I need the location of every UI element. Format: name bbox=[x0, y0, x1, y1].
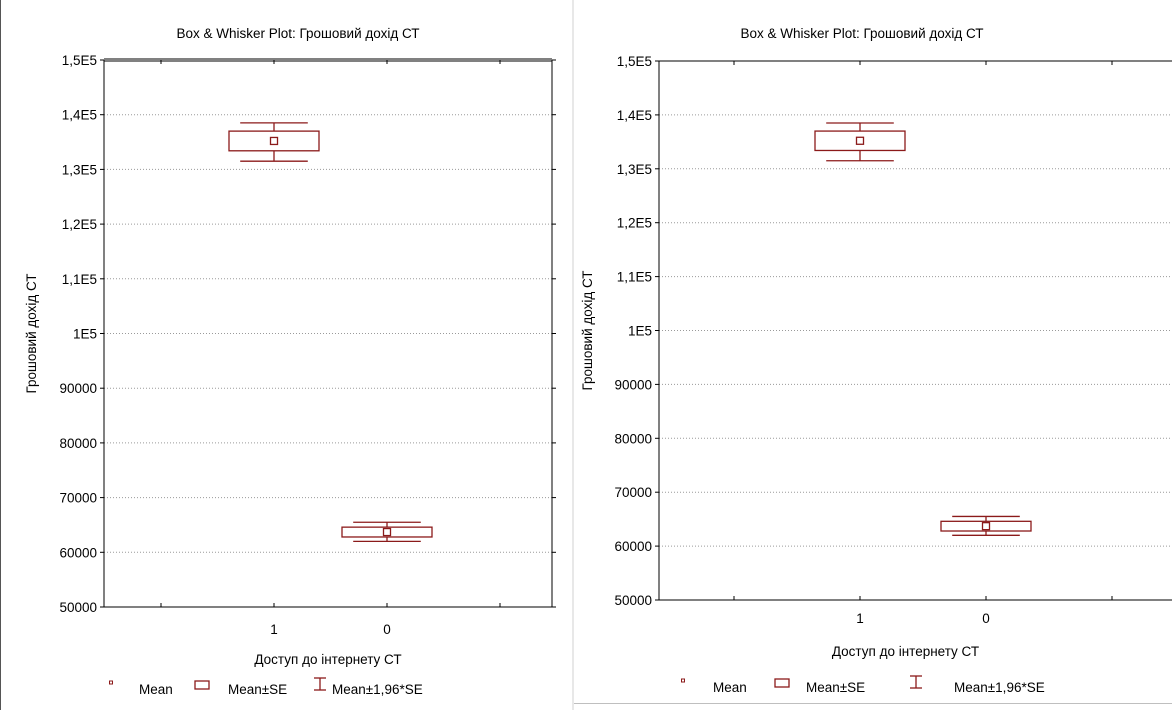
box-plot-left: Box & Whisker Plot: Грошовий дохід СТ 500… bbox=[24, 26, 556, 697]
legend: Mean Mean±SE Mean±1,96*SE bbox=[681, 675, 1045, 695]
mean-marker bbox=[269, 136, 279, 146]
y-tick-label: 1,3E5 bbox=[617, 162, 652, 177]
box-0 bbox=[940, 515, 1032, 536]
y-tick-label: 1,1E5 bbox=[62, 272, 97, 287]
legend-se-icon bbox=[774, 678, 790, 688]
x-tick-label: 1 bbox=[856, 611, 864, 626]
chart-title: Box & Whisker Plot: Грошовий дохід СТ bbox=[740, 26, 983, 41]
legend-ci-label: Mean±1,96*SE bbox=[954, 680, 1045, 695]
y-tick-label: 1,2E5 bbox=[617, 216, 652, 231]
y-axis-label: Грошовий дохід СТ bbox=[24, 273, 39, 393]
y-tick-label: 60000 bbox=[614, 539, 652, 554]
mean-marker bbox=[981, 522, 991, 531]
legend-mean-label: Mean bbox=[139, 682, 173, 697]
legend-mean-label: Mean bbox=[713, 680, 747, 695]
y-tick-label: 50000 bbox=[614, 593, 652, 608]
y-tick-label: 80000 bbox=[614, 431, 652, 446]
box-1 bbox=[228, 122, 320, 162]
y-tick-label: 90000 bbox=[614, 377, 652, 392]
box-plot-right: Box & Whisker Plot: Грошовий дохід СТ 500… bbox=[580, 26, 1172, 695]
se-box bbox=[228, 130, 320, 152]
se-box bbox=[940, 520, 1032, 532]
legend-se-label: Mean±SE bbox=[806, 680, 865, 695]
legend-se-icon bbox=[194, 680, 210, 690]
x-tick-label: 0 bbox=[383, 622, 391, 637]
chart-title: Box & Whisker Plot: Грошовий дохід СТ bbox=[176, 26, 419, 41]
y-tick-label: 1E5 bbox=[628, 324, 652, 339]
y-tick-label: 70000 bbox=[614, 485, 652, 500]
x-tick-label: 0 bbox=[982, 611, 990, 626]
y-tick-label: 80000 bbox=[59, 436, 97, 451]
y-tick-label: 1,4E5 bbox=[617, 108, 652, 123]
y-tick-label: 50000 bbox=[59, 600, 97, 615]
y-tick-label: 1,5E5 bbox=[617, 54, 652, 69]
y-axis-label: Грошовий дохід СТ bbox=[580, 270, 595, 390]
legend-mean-icon bbox=[109, 680, 113, 685]
legend-mean-icon bbox=[681, 678, 685, 683]
se-box bbox=[814, 130, 906, 152]
y-tick-label: 1,4E5 bbox=[62, 108, 97, 123]
mean-marker bbox=[855, 136, 865, 145]
y-tick-label: 90000 bbox=[59, 381, 97, 396]
x-tick-label: 1 bbox=[270, 622, 278, 637]
y-tick-label: 1,1E5 bbox=[617, 270, 652, 285]
se-box bbox=[341, 526, 433, 538]
panel-right-bottom-rule bbox=[574, 703, 1172, 704]
x-axis-label: Доступ до інтернету СТ bbox=[254, 652, 401, 667]
box-1 bbox=[814, 122, 906, 162]
legend-se-label: Mean±SE bbox=[228, 682, 287, 697]
chart-panel-left: Box & Whisker Plot: Грошовий дохід СТ 500… bbox=[0, 0, 572, 710]
chart-panel-right: Box & Whisker Plot: Грошовий дохід СТ 500… bbox=[574, 0, 1172, 710]
y-tick-label: 1E5 bbox=[73, 327, 97, 342]
y-tick-label: 1,3E5 bbox=[62, 162, 97, 177]
panel-left-edge bbox=[0, 0, 1, 710]
mean-marker bbox=[382, 527, 392, 537]
y-tick-label: 70000 bbox=[59, 491, 97, 506]
legend: Mean Mean±SE Mean±1,96*SE bbox=[109, 677, 423, 697]
y-tick-label: 1,2E5 bbox=[62, 217, 97, 232]
panel-divider bbox=[572, 0, 574, 710]
y-tick-label: 60000 bbox=[59, 545, 97, 560]
y-tick-label: 1,5E5 bbox=[62, 53, 97, 68]
legend-ci-label: Mean±1,96*SE bbox=[332, 682, 423, 697]
box-0 bbox=[341, 521, 433, 543]
x-axis-label: Доступ до інтернету СТ bbox=[832, 644, 979, 659]
